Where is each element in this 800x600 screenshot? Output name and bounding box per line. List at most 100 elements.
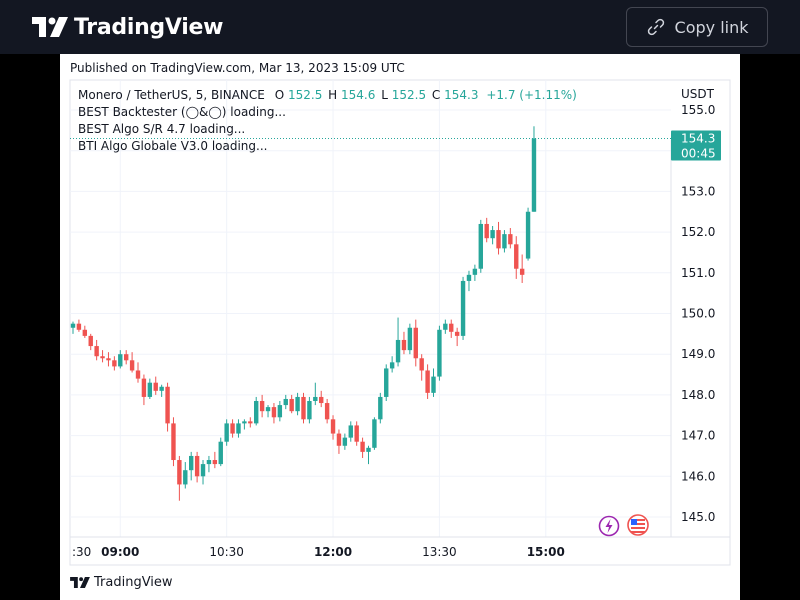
y-tick-label: 145.0 bbox=[681, 510, 715, 524]
candle-body bbox=[419, 358, 424, 371]
indicator-2: BEST Algo S/R 4.7 loading... bbox=[78, 122, 245, 136]
candle-body bbox=[129, 360, 135, 371]
candle-body bbox=[88, 335, 93, 347]
candle bbox=[248, 417, 253, 428]
legend-h-label: H bbox=[328, 88, 337, 102]
legend-line: Monero / TetherUS, 5, BINANCE O 152.5 H … bbox=[78, 88, 577, 102]
candle bbox=[525, 207, 531, 261]
candle-body bbox=[395, 339, 401, 363]
candle-body bbox=[360, 441, 365, 452]
candle bbox=[70, 321, 76, 334]
time-scale: :30 09:00 10:30 12:00 13:30 15:00 bbox=[72, 545, 565, 559]
brand[interactable]: TradingView bbox=[32, 13, 223, 41]
candle-body bbox=[212, 460, 218, 465]
candle bbox=[94, 339, 99, 361]
candle bbox=[443, 319, 448, 334]
published-info: Published on TradingView.com, Mar 13, 20… bbox=[70, 61, 405, 75]
candle bbox=[425, 364, 430, 399]
candle bbox=[165, 382, 170, 432]
candle-body bbox=[194, 455, 200, 477]
y-tick-label: 148.0 bbox=[681, 388, 715, 402]
legend-symbol: Monero / TetherUS, 5, BINANCE bbox=[78, 88, 265, 102]
candle bbox=[413, 319, 418, 367]
chart-card: Published on TradingView.com, Mar 13, 20… bbox=[60, 54, 740, 600]
candle bbox=[224, 419, 229, 446]
price-chart[interactable]: 145.0 146.0 147.0 148.0 149.0 150.0 151.0 152.0… bbox=[60, 54, 740, 600]
candle bbox=[295, 392, 300, 416]
candle-body bbox=[165, 386, 170, 424]
lightning-icon bbox=[598, 515, 620, 537]
candle bbox=[360, 437, 365, 458]
candle-body bbox=[307, 401, 312, 420]
candle bbox=[449, 319, 454, 338]
candle-body bbox=[336, 433, 342, 446]
candle bbox=[531, 126, 537, 212]
candle bbox=[519, 254, 525, 283]
candle bbox=[342, 433, 348, 450]
candle bbox=[389, 356, 395, 373]
candle bbox=[348, 421, 353, 442]
candle-body bbox=[437, 329, 442, 377]
candle-body bbox=[277, 405, 283, 418]
candle-body bbox=[443, 323, 448, 330]
x-tick-label: 15:00 bbox=[527, 545, 565, 559]
candle bbox=[460, 276, 466, 340]
candle-body bbox=[224, 423, 229, 442]
candle bbox=[336, 429, 342, 454]
candle bbox=[206, 455, 212, 473]
candle-body bbox=[407, 327, 413, 351]
candle-body bbox=[254, 401, 259, 424]
candle-body bbox=[431, 376, 436, 393]
last-price-value: 154.3 bbox=[681, 131, 715, 145]
tradingview-logo-icon bbox=[70, 577, 90, 588]
candle bbox=[313, 382, 318, 406]
copy-link-button[interactable]: Copy link bbox=[626, 7, 768, 47]
candle-body bbox=[206, 460, 212, 465]
candle-body bbox=[183, 470, 188, 485]
candle bbox=[123, 350, 129, 365]
candle bbox=[153, 376, 158, 395]
candle bbox=[159, 384, 164, 397]
candle bbox=[478, 219, 483, 273]
candle-body bbox=[189, 455, 194, 471]
footer-brand[interactable]: TradingView bbox=[70, 575, 173, 590]
candle-body bbox=[147, 382, 153, 397]
candle-body bbox=[366, 447, 371, 452]
candle bbox=[419, 354, 424, 381]
candle-body bbox=[76, 323, 82, 330]
candle-body bbox=[330, 419, 336, 434]
candle bbox=[259, 394, 265, 418]
candle-countdown: 00:45 bbox=[681, 146, 716, 160]
candle bbox=[372, 417, 377, 450]
candle-body bbox=[425, 370, 430, 393]
candle bbox=[135, 362, 141, 383]
candle bbox=[354, 421, 359, 446]
candle-body bbox=[112, 360, 117, 367]
copy-link-label: Copy link bbox=[674, 17, 749, 37]
candle-body bbox=[496, 230, 501, 249]
candle-body bbox=[413, 327, 418, 359]
candle bbox=[212, 451, 218, 469]
candle-body bbox=[531, 138, 537, 212]
candle bbox=[496, 221, 501, 255]
x-tick-label: :30 bbox=[72, 545, 91, 559]
candle-body bbox=[519, 268, 525, 275]
top-bar: TradingView Copy link bbox=[0, 0, 800, 54]
candle bbox=[502, 230, 507, 253]
candle bbox=[112, 356, 117, 371]
candle-body bbox=[265, 407, 271, 412]
candle-body bbox=[118, 354, 123, 367]
candle-body bbox=[94, 346, 99, 357]
candle bbox=[177, 455, 182, 501]
price-scale: 145.0 146.0 147.0 148.0 149.0 150.0 151.0 152.0… bbox=[681, 103, 715, 524]
currency-label: USDT bbox=[681, 87, 715, 101]
y-tick-label: 150.0 bbox=[681, 307, 715, 321]
candle bbox=[265, 405, 271, 418]
candle bbox=[307, 396, 312, 424]
candle-body bbox=[171, 423, 176, 461]
candle-body bbox=[141, 378, 147, 397]
candle-body bbox=[283, 398, 288, 406]
candle-body bbox=[454, 331, 460, 336]
y-tick-label: 147.0 bbox=[681, 429, 715, 443]
tradingview-logo-icon bbox=[32, 17, 68, 37]
